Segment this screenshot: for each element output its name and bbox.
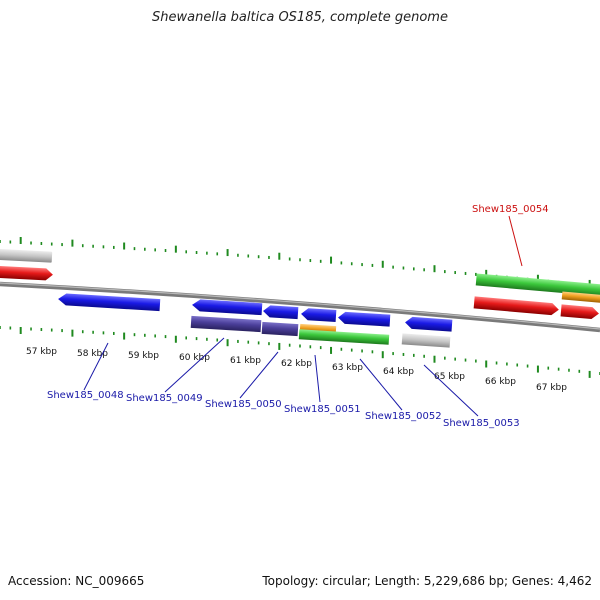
- gene-shew185-0050[interactable]: [263, 305, 299, 320]
- gene-label-0053[interactable]: Shew185_0053: [443, 418, 520, 429]
- kbp-label: 63 kbp: [332, 363, 363, 373]
- kbp-label: 62 kbp: [281, 359, 312, 369]
- kbp-label: 59 kbp: [128, 351, 159, 361]
- leader-line-0049: [164, 337, 225, 393]
- gene-label-0050[interactable]: Shew185_0050: [205, 399, 282, 410]
- gene-gray-topleft[interactable]: [0, 248, 53, 263]
- gene-shew185-0049-purple[interactable]: [190, 315, 262, 333]
- kbp-label: 61 kbp: [230, 356, 261, 366]
- gene-shew185-0052[interactable]: [338, 311, 391, 327]
- gene-label-0052[interactable]: Shew185_0052: [365, 411, 442, 422]
- gene-shew185-0053[interactable]: [405, 316, 453, 332]
- leader-line-0052: [359, 358, 403, 411]
- genome-title: Shewanella baltica OS185, complete genom…: [152, 10, 448, 25]
- genome-summary-text: Topology: circular; Length: 5,229,686 bp…: [262, 574, 592, 588]
- accession-text: Accession: NC_009665: [8, 574, 145, 588]
- gene-label-0049[interactable]: Shew185_0049: [126, 393, 203, 404]
- gene-orange-right[interactable]: [561, 291, 600, 304]
- kbp-label: 58 kbp: [77, 349, 108, 359]
- leader-line-0048: [83, 342, 109, 391]
- leader-line-0053: [423, 364, 479, 417]
- leader-line-0050: [239, 351, 279, 399]
- gene-shew185-0049[interactable]: [192, 299, 263, 316]
- gene-shew185-0053-gray[interactable]: [401, 333, 451, 348]
- gene-label-0051[interactable]: Shew185_0051: [284, 404, 361, 415]
- gene-shew185-0051-green[interactable]: [298, 329, 390, 345]
- gene-red-topleft[interactable]: [0, 265, 53, 281]
- kbp-label: 60 kbp: [179, 353, 210, 363]
- kbp-label: 65 kbp: [434, 372, 465, 382]
- kbp-label: 57 kbp: [26, 347, 57, 357]
- gene-shew185-0050-purple[interactable]: [261, 321, 299, 337]
- leader-line-0051: [314, 354, 321, 403]
- genome-backbone: [0, 281, 600, 333]
- kbp-label: 66 kbp: [485, 377, 516, 387]
- gene-label-0054[interactable]: Shew185_0054: [472, 204, 549, 215]
- gene-shew185-0051[interactable]: [301, 308, 337, 322]
- gene-shew185-0054[interactable]: [475, 273, 600, 297]
- gene-label-0048[interactable]: Shew185_0048: [47, 390, 124, 401]
- genome-backbone-highlight: [0, 282, 600, 330]
- kbp-label: 67 kbp: [536, 383, 567, 393]
- gene-red-right-1[interactable]: [473, 296, 560, 316]
- gene-shew185-0048[interactable]: [58, 293, 161, 312]
- leader-line-0054: [508, 215, 523, 267]
- gene-red-right-2[interactable]: [560, 304, 600, 320]
- kbp-label: 64 kbp: [383, 367, 414, 377]
